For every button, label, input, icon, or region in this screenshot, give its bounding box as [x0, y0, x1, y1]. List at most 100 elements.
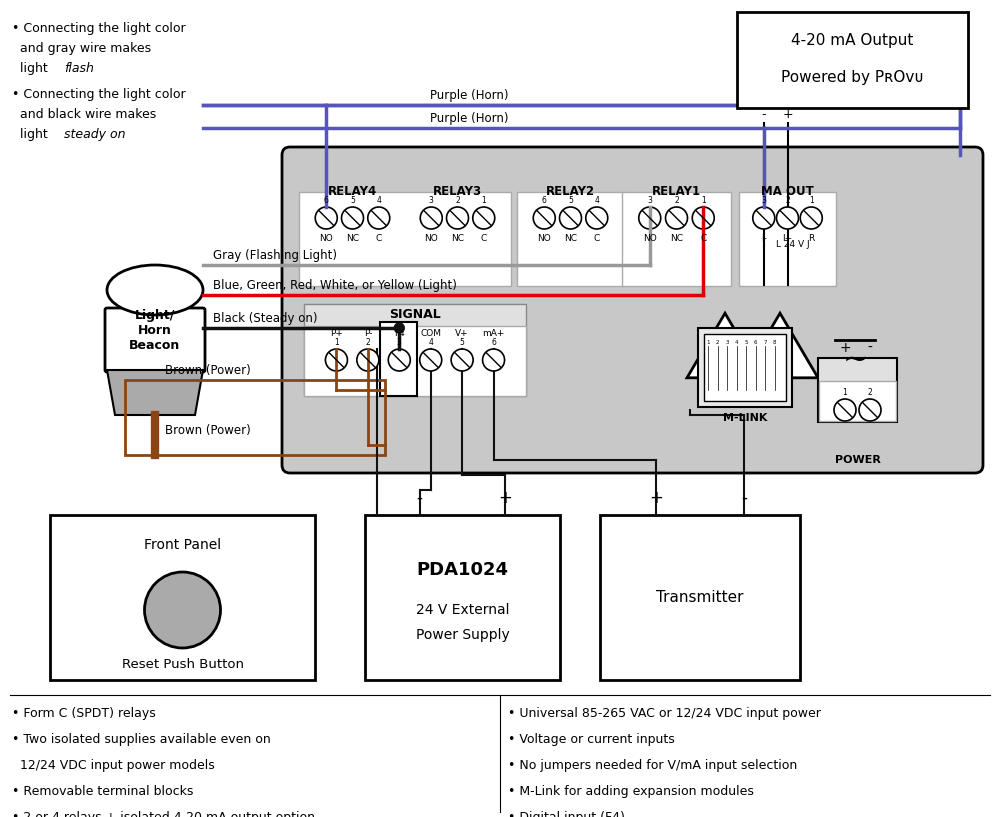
Text: NO: NO	[643, 234, 657, 243]
Bar	[600, 515, 800, 680]
Text: Purple (Horn): Purple (Horn)	[430, 89, 509, 102]
FancyBboxPatch shape	[282, 147, 983, 473]
Text: 1: 1	[809, 196, 814, 205]
Text: 3: 3	[725, 340, 729, 345]
Text: MA OUT: MA OUT	[761, 185, 814, 198]
FancyBboxPatch shape	[380, 322, 417, 396]
Text: 5: 5	[460, 338, 465, 347]
Text: 1: 1	[334, 338, 339, 347]
Text: M-LINK: M-LINK	[723, 413, 767, 423]
Text: 7: 7	[763, 340, 767, 345]
Text: 5: 5	[744, 340, 748, 345]
Text: 4: 4	[376, 196, 381, 205]
Text: 1: 1	[701, 196, 706, 205]
Circle shape	[483, 349, 505, 371]
Text: C: C	[376, 234, 382, 243]
Text: NC: NC	[346, 234, 359, 243]
Text: -: -	[417, 489, 423, 507]
Text: I-: I-	[761, 234, 767, 243]
Text: Black (Steady on): Black (Steady on)	[213, 312, 318, 325]
Text: +: +	[782, 108, 793, 121]
Text: 2: 2	[785, 196, 790, 205]
Text: R: R	[808, 234, 814, 243]
Text: P-: P-	[364, 329, 372, 338]
Text: RELAY1: RELAY1	[652, 185, 701, 198]
Text: 6: 6	[754, 340, 757, 345]
Text: NO: NO	[424, 234, 438, 243]
Text: COM: COM	[420, 329, 441, 338]
Text: Blue, Green, Red, White, or Yellow (Light): Blue, Green, Red, White, or Yellow (Ligh…	[213, 279, 457, 292]
FancyBboxPatch shape	[739, 192, 836, 286]
Text: -: -	[868, 341, 872, 355]
Text: • Universal 85-265 VAC or 12/24 VDC input power: • Universal 85-265 VAC or 12/24 VDC inpu…	[508, 707, 821, 720]
Text: 4-20 mA Output: 4-20 mA Output	[791, 33, 914, 47]
FancyBboxPatch shape	[698, 328, 792, 407]
Bar	[125, 380, 385, 455]
Text: ~: ~	[842, 346, 868, 374]
Text: • Form C (SPDT) relays: • Form C (SPDT) relays	[12, 707, 156, 720]
Text: 4: 4	[735, 340, 738, 345]
Circle shape	[776, 207, 798, 229]
FancyBboxPatch shape	[105, 308, 205, 372]
Text: 6: 6	[491, 338, 496, 347]
FancyBboxPatch shape	[818, 358, 897, 422]
Text: 1: 1	[481, 196, 486, 205]
Text: • Connecting the light color: • Connecting the light color	[12, 22, 186, 35]
Circle shape	[144, 572, 220, 648]
Text: RELAY4: RELAY4	[328, 185, 377, 198]
Text: L 24 V J: L 24 V J	[776, 240, 809, 249]
Text: +: +	[649, 489, 663, 507]
Circle shape	[473, 207, 495, 229]
Text: SIGNAL: SIGNAL	[389, 308, 441, 321]
Text: • Digital input (F4): • Digital input (F4)	[508, 811, 625, 817]
Text: C: C	[481, 234, 487, 243]
FancyBboxPatch shape	[737, 12, 968, 108]
Text: 5: 5	[568, 196, 573, 205]
Text: and gray wire makes: and gray wire makes	[12, 42, 151, 55]
Text: mA+: mA+	[482, 329, 505, 338]
Text: • Voltage or current inputs: • Voltage or current inputs	[508, 733, 675, 746]
Text: NO: NO	[537, 234, 551, 243]
Text: • No jumpers needed for V/mA input selection: • No jumpers needed for V/mA input selec…	[508, 759, 797, 772]
Text: 2: 2	[716, 340, 719, 345]
Text: light: light	[12, 128, 52, 141]
Text: 1: 1	[706, 340, 710, 345]
Text: NC: NC	[670, 234, 683, 243]
Text: Brown (Power): Brown (Power)	[165, 364, 251, 377]
Circle shape	[533, 207, 555, 229]
FancyBboxPatch shape	[304, 326, 526, 396]
Text: 1: 1	[843, 388, 847, 397]
Text: flash: flash	[64, 62, 94, 75]
Circle shape	[692, 207, 714, 229]
Circle shape	[420, 207, 442, 229]
Text: 4: 4	[594, 196, 599, 205]
Circle shape	[666, 207, 688, 229]
Text: light: light	[12, 62, 52, 75]
Text: RELAY2: RELAY2	[546, 185, 595, 198]
Text: 6: 6	[542, 196, 547, 205]
Ellipse shape	[107, 265, 203, 315]
Circle shape	[342, 207, 364, 229]
Text: 3: 3	[761, 196, 766, 205]
Text: Front Panel: Front Panel	[144, 538, 221, 552]
Text: 2: 2	[365, 338, 370, 347]
Circle shape	[753, 207, 775, 229]
Text: • Two isolated supplies available even on: • Two isolated supplies available even o…	[12, 733, 271, 746]
Text: 4: 4	[428, 338, 433, 347]
Circle shape	[325, 349, 347, 371]
Text: V+: V+	[455, 329, 469, 338]
Text: POWER: POWER	[835, 455, 880, 465]
Circle shape	[639, 207, 661, 229]
Text: • 2 or 4 relays + isolated 4-20 mA output option: • 2 or 4 relays + isolated 4-20 mA outpu…	[12, 811, 315, 817]
Text: Gray (Flashing Light): Gray (Flashing Light)	[213, 249, 337, 262]
Circle shape	[420, 349, 442, 371]
Circle shape	[357, 349, 379, 371]
Text: Powered by PʀOᴠᴜ: Powered by PʀOᴠᴜ	[781, 69, 924, 84]
Text: -: -	[762, 108, 766, 121]
Text: NC: NC	[564, 234, 577, 243]
Polygon shape	[687, 313, 763, 377]
Circle shape	[834, 399, 856, 421]
Text: 12/24 VDC input power models: 12/24 VDC input power models	[12, 759, 215, 772]
Text: 3: 3	[397, 338, 402, 347]
Text: -: -	[741, 489, 747, 507]
